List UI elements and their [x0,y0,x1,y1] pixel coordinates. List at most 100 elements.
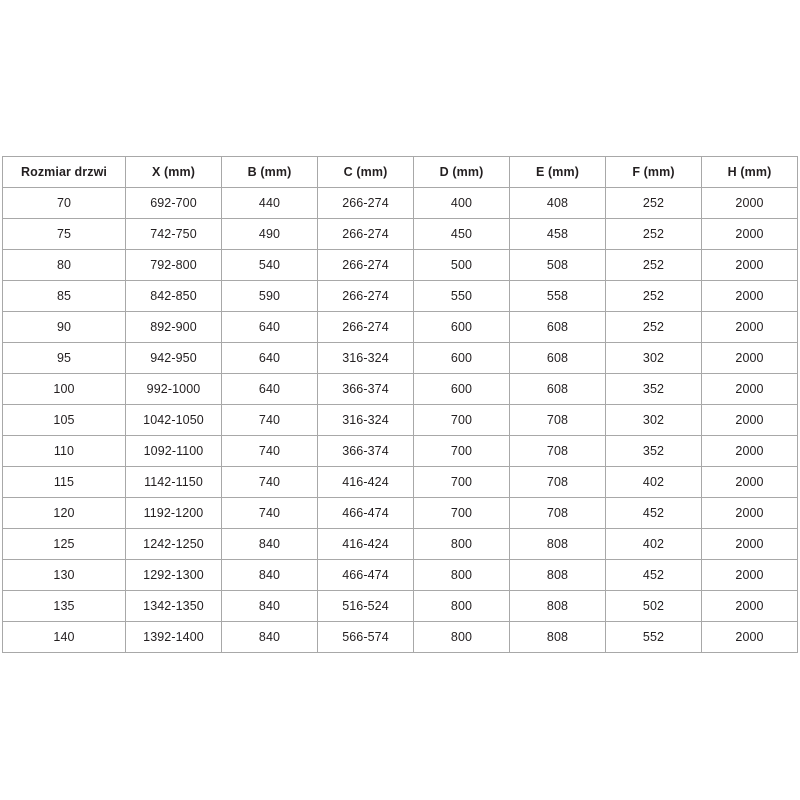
cell-size: 105 [2,404,126,436]
cell-c: 316-324 [317,342,414,374]
cell-b: 490 [221,218,318,250]
cell-f: 302 [605,404,702,436]
cell-h: 2000 [701,218,798,250]
cell-b: 540 [221,249,318,281]
cell-f: 402 [605,466,702,498]
cell-size: 90 [2,311,126,343]
cell-f: 252 [605,311,702,343]
table-row: 70 692-700 440 266-274 400 408 252 2000 [2,187,798,219]
cell-x: 942-950 [125,342,222,374]
cell-c: 416-424 [317,466,414,498]
cell-b: 740 [221,435,318,467]
table-row: 100 992-1000 640 366-374 600 608 352 2000 [2,373,798,405]
table-header: Rozmiar drzwi X (mm) B (mm) C (mm) D (mm… [2,156,798,188]
cell-d: 500 [413,249,510,281]
cell-h: 2000 [701,590,798,622]
cell-h: 2000 [701,559,798,591]
cell-e: 708 [509,497,606,529]
cell-h: 2000 [701,404,798,436]
table-row: 90 892-900 640 266-274 600 608 252 2000 [2,311,798,343]
cell-e: 558 [509,280,606,312]
cell-c: 266-274 [317,311,414,343]
cell-b: 640 [221,311,318,343]
cell-size: 110 [2,435,126,467]
cell-x: 742-750 [125,218,222,250]
cell-d: 700 [413,466,510,498]
cell-size: 125 [2,528,126,560]
cell-e: 708 [509,435,606,467]
cell-f: 252 [605,187,702,219]
cell-f: 552 [605,621,702,653]
cell-e: 708 [509,466,606,498]
cell-h: 2000 [701,249,798,281]
table-body: 70 692-700 440 266-274 400 408 252 2000 75 742-75… [2,187,798,653]
cell-f: 452 [605,497,702,529]
cell-x: 1042-1050 [125,404,222,436]
table-row: 85 842-850 590 266-274 550 558 252 2000 [2,280,798,312]
cell-d: 600 [413,342,510,374]
cell-c: 266-274 [317,218,414,250]
cell-x: 1292-1300 [125,559,222,591]
cell-h: 2000 [701,466,798,498]
cell-x: 1142-1150 [125,466,222,498]
cell-d: 700 [413,404,510,436]
cell-x: 1242-1250 [125,528,222,560]
cell-d: 600 [413,373,510,405]
table-row: 105 1042-1050 740 316-324 700 708 302 2000 [2,404,798,436]
cell-h: 2000 [701,342,798,374]
cell-x: 1392-1400 [125,621,222,653]
column-header-c: C (mm) [317,156,414,188]
cell-x: 992-1000 [125,373,222,405]
door-size-table-container: Rozmiar drzwi X (mm) B (mm) C (mm) D (mm… [2,156,798,653]
column-header-e: E (mm) [509,156,606,188]
cell-h: 2000 [701,621,798,653]
cell-e: 608 [509,311,606,343]
cell-e: 708 [509,404,606,436]
cell-b: 840 [221,559,318,591]
cell-size: 70 [2,187,126,219]
cell-b: 640 [221,373,318,405]
cell-f: 352 [605,373,702,405]
cell-f: 452 [605,559,702,591]
cell-x: 792-800 [125,249,222,281]
cell-b: 590 [221,280,318,312]
cell-x: 892-900 [125,311,222,343]
cell-c: 416-424 [317,528,414,560]
cell-h: 2000 [701,435,798,467]
cell-b: 740 [221,404,318,436]
cell-size: 95 [2,342,126,374]
column-header-f: F (mm) [605,156,702,188]
cell-d: 550 [413,280,510,312]
cell-h: 2000 [701,280,798,312]
cell-size: 135 [2,590,126,622]
cell-e: 608 [509,342,606,374]
cell-c: 516-524 [317,590,414,622]
cell-h: 2000 [701,528,798,560]
cell-e: 408 [509,187,606,219]
cell-f: 402 [605,528,702,560]
cell-size: 140 [2,621,126,653]
table-row: 130 1292-1300 840 466-474 800 808 452 2000 [2,559,798,591]
cell-c: 366-374 [317,435,414,467]
cell-e: 808 [509,621,606,653]
cell-x: 692-700 [125,187,222,219]
cell-size: 85 [2,280,126,312]
cell-b: 740 [221,497,318,529]
column-header-h: H (mm) [701,156,798,188]
cell-size: 100 [2,373,126,405]
cell-d: 800 [413,621,510,653]
column-header-b: B (mm) [221,156,318,188]
cell-b: 840 [221,590,318,622]
cell-h: 2000 [701,187,798,219]
cell-c: 266-274 [317,249,414,281]
cell-h: 2000 [701,497,798,529]
cell-f: 252 [605,218,702,250]
cell-d: 400 [413,187,510,219]
cell-e: 608 [509,373,606,405]
table-header-row: Rozmiar drzwi X (mm) B (mm) C (mm) D (mm… [2,156,798,188]
cell-d: 800 [413,559,510,591]
cell-e: 508 [509,249,606,281]
cell-d: 600 [413,311,510,343]
cell-c: 316-324 [317,404,414,436]
